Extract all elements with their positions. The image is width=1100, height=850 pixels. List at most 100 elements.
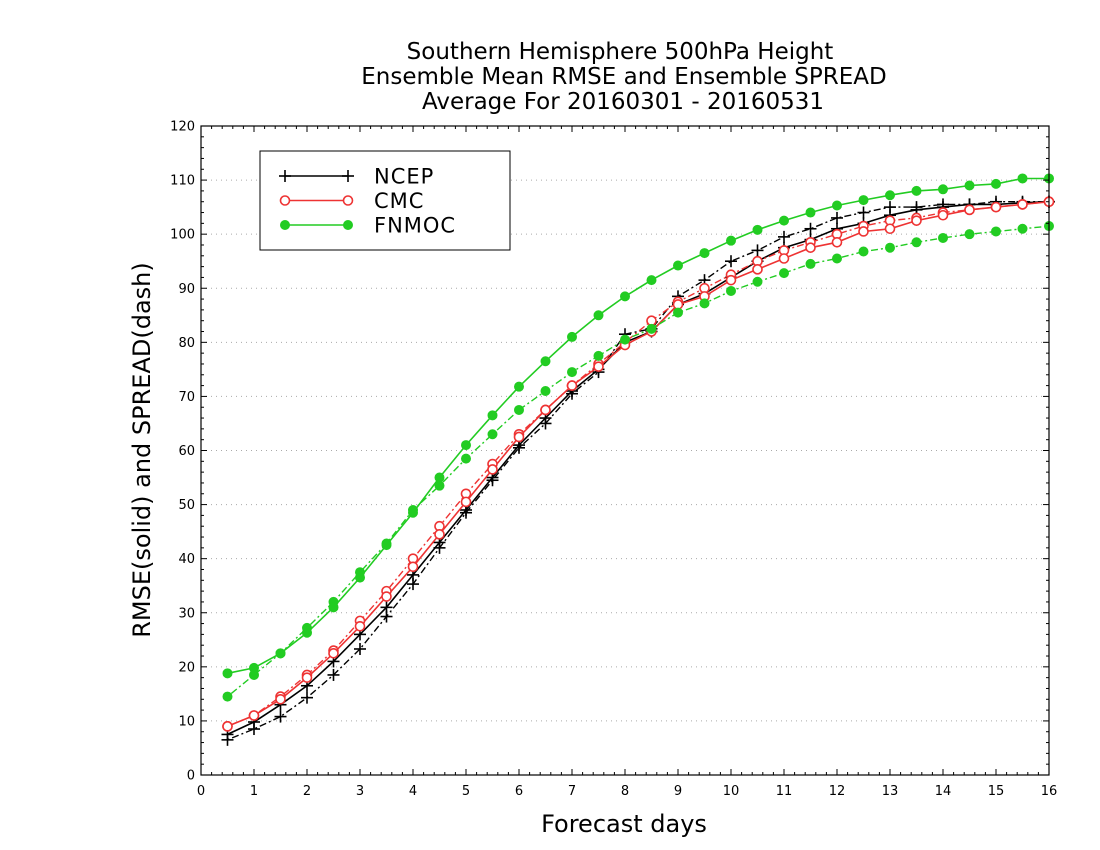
legend-marker-start bbox=[279, 195, 291, 206]
series-layer bbox=[221, 173, 1055, 746]
series-fnmoc-rmse-point bbox=[832, 200, 842, 211]
series-fnmoc-spread-point bbox=[699, 298, 710, 309]
series-cmc-rmse-point bbox=[805, 242, 816, 253]
series-fnmoc-rmse-point bbox=[593, 310, 604, 321]
series-ncep bbox=[221, 195, 1055, 746]
series-fnmoc-rmse-point bbox=[355, 572, 365, 583]
legend-label-cmc: CMC bbox=[374, 189, 424, 213]
series-cmc-rmse-point bbox=[301, 672, 313, 683]
y-axis: 0 10 20 30 40 50 60 70 80 90 100 110 120 bbox=[170, 120, 1049, 784]
legend-marker-end bbox=[342, 170, 354, 182]
series-fnmoc-spread-point bbox=[646, 323, 657, 334]
series-fnmoc-spread-point bbox=[832, 253, 842, 264]
series-ncep-rmse-line bbox=[227, 200, 1050, 736]
series-fnmoc-rmse-point bbox=[885, 190, 895, 201]
series-fnmoc-rmse-point bbox=[991, 178, 1001, 189]
series-cmc-rmse-point bbox=[858, 226, 869, 237]
series-fnmoc-spread-point bbox=[540, 386, 551, 397]
series-fnmoc-rmse-point bbox=[938, 184, 948, 195]
series-fnmoc-spread-point bbox=[487, 429, 498, 440]
series-cmc-rmse-point bbox=[248, 710, 260, 721]
series-cmc-rmse-point bbox=[513, 431, 525, 443]
series-fnmoc-rmse-point bbox=[275, 648, 286, 659]
series-fnmoc-rmse-point bbox=[461, 440, 471, 451]
series-cmc bbox=[222, 196, 1055, 732]
series-fnmoc-rmse-point bbox=[858, 195, 869, 206]
x-tick-label: 12 bbox=[829, 784, 846, 799]
series-fnmoc-rmse-point bbox=[222, 668, 233, 679]
series-fnmoc-spread-point bbox=[964, 229, 975, 240]
series-ncep-spread-point bbox=[327, 668, 340, 681]
legend-entry-ncep: NCEP bbox=[279, 165, 434, 189]
legend-marker-end bbox=[342, 195, 354, 206]
x-tick-label: 9 bbox=[674, 784, 682, 799]
series-cmc-rmse-point bbox=[328, 648, 339, 659]
series-fnmoc-spread-point bbox=[911, 237, 922, 248]
y-tick-label: 100 bbox=[170, 228, 195, 243]
series-cmc-rmse-point bbox=[593, 361, 604, 372]
series-cmc-spread-line bbox=[227, 201, 1050, 727]
series-cmc-rmse-point bbox=[884, 223, 896, 235]
y-tick-label: 90 bbox=[178, 282, 195, 297]
gridlines bbox=[201, 179, 1049, 722]
legend-marker-start bbox=[280, 220, 290, 230]
series-fnmoc-rmse-point bbox=[620, 291, 630, 302]
series-cmc-rmse-point bbox=[381, 591, 392, 602]
x-tick-label: 14 bbox=[935, 784, 952, 799]
series-cmc-rmse-point bbox=[937, 209, 949, 221]
x-tick-label: 7 bbox=[568, 784, 576, 799]
series-cmc-rmse-point bbox=[434, 529, 445, 540]
series-ncep-spread-point bbox=[274, 710, 287, 723]
series-cmc-rmse-point bbox=[725, 274, 737, 286]
series-fnmoc-rmse-point bbox=[752, 224, 763, 235]
series-cmc-rmse-point bbox=[407, 561, 419, 573]
series-ncep-spread-point bbox=[725, 255, 737, 268]
x-tick-label: 10 bbox=[723, 784, 740, 799]
series-cmc-rmse-point bbox=[911, 215, 922, 226]
x-tick-label: 6 bbox=[515, 784, 523, 799]
series-fnmoc-rmse-point bbox=[567, 331, 577, 342]
series-fnmoc-spread-point bbox=[461, 453, 471, 464]
x-tick-label: 11 bbox=[776, 784, 793, 799]
series-fnmoc-rmse-point bbox=[514, 381, 524, 392]
series-cmc-rmse-point bbox=[354, 620, 366, 632]
legend-label-fnmoc: FNMOC bbox=[374, 214, 456, 238]
series-fnmoc-spread-point bbox=[805, 258, 816, 269]
chart-title-line-3: Average For 20160301 - 20160531 bbox=[422, 89, 824, 115]
series-fnmoc-spread-point bbox=[222, 691, 233, 702]
y-tick-label: 60 bbox=[178, 444, 195, 459]
legend-marker-end bbox=[343, 220, 353, 230]
x-axis-label: Forecast days bbox=[541, 810, 707, 838]
series-fnmoc-rmse-point bbox=[434, 472, 445, 483]
series-cmc-rmse-point bbox=[566, 380, 578, 391]
series-cmc-rmse-point bbox=[990, 201, 1002, 213]
x-tick-label: 3 bbox=[356, 784, 364, 799]
chart-title: Southern Hemisphere 500hPa Height Ensemb… bbox=[361, 39, 886, 115]
series-fnmoc-rmse-point bbox=[302, 627, 312, 638]
legend-label-ncep: NCEP bbox=[374, 165, 434, 189]
series-fnmoc-rmse-point bbox=[381, 540, 392, 551]
x-tick-label: 15 bbox=[988, 784, 1005, 799]
series-fnmoc-rmse-point bbox=[911, 185, 922, 196]
x-tick-label: 5 bbox=[462, 784, 470, 799]
y-tick-label: 80 bbox=[178, 336, 195, 351]
y-tick-label: 0 bbox=[187, 769, 195, 784]
series-cmc-rmse-point bbox=[964, 204, 975, 216]
series-fnmoc-spread-point bbox=[514, 404, 524, 415]
series-ncep-spread-point bbox=[778, 230, 790, 243]
series-cmc-rmse-point bbox=[487, 464, 498, 475]
series-ncep-spread-point bbox=[804, 222, 817, 235]
chart-title-line-2: Ensemble Mean RMSE and Ensemble SPREAD bbox=[361, 64, 886, 90]
series-fnmoc-spread-point bbox=[779, 268, 789, 279]
series-fnmoc-spread-point bbox=[991, 226, 1001, 237]
series-fnmoc-spread-point bbox=[673, 307, 683, 318]
x-tick-label: 13 bbox=[882, 784, 899, 799]
series-fnmoc-spread-point bbox=[885, 242, 895, 253]
y-tick-label: 20 bbox=[178, 660, 195, 675]
series-fnmoc-rmse-point bbox=[726, 235, 736, 246]
legend-marker-start bbox=[279, 170, 291, 182]
series-fnmoc-spread-line bbox=[227, 225, 1050, 698]
series-ncep-spread-point bbox=[831, 211, 843, 224]
series-fnmoc-spread-point bbox=[620, 334, 630, 345]
